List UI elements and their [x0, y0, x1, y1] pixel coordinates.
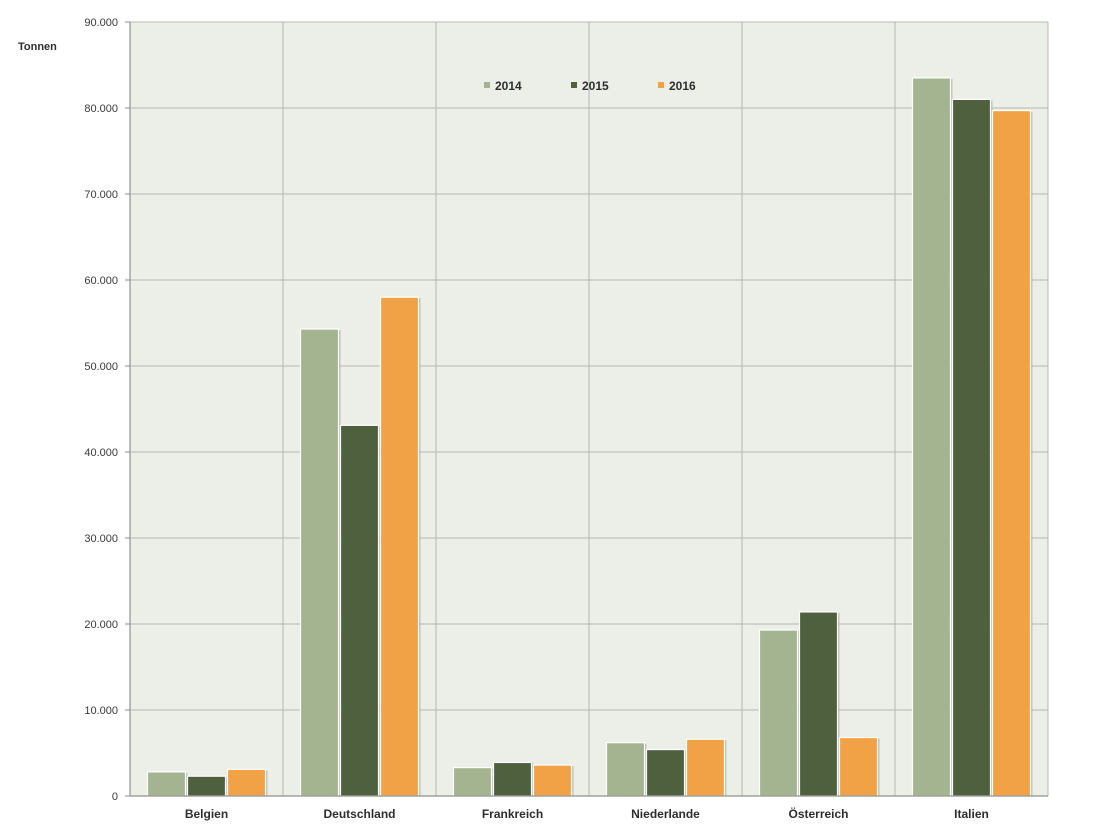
y-tick-label: 40.000	[84, 447, 118, 459]
bar-italien-2014	[911, 77, 952, 797]
bar-niederlande-2014	[605, 742, 646, 797]
x-tick-label: Belgien	[185, 807, 228, 821]
legend-swatch-2014	[484, 82, 490, 88]
bar-frankreich-2015	[492, 761, 533, 797]
x-tick-label: Italien	[954, 807, 989, 821]
bar-österreich-2016	[838, 736, 879, 797]
y-tick-label: 60.000	[84, 275, 118, 287]
bar-belgien-2016	[226, 768, 267, 797]
x-tick-label: Österreich	[788, 806, 848, 821]
x-tick-label: Frankreich	[482, 807, 543, 821]
legend-label-2016: 2016	[669, 79, 696, 93]
bar-österreich-2015	[798, 611, 839, 797]
bar-österreich-2014	[758, 629, 799, 797]
y-tick-label: 70.000	[84, 189, 118, 201]
x-tick-label: Niederlande	[631, 807, 700, 821]
legend-swatch-2015	[571, 82, 577, 88]
y-tick-label: 10.000	[84, 705, 118, 717]
bar-niederlande-2016	[685, 738, 726, 797]
y-tick-label: 20.000	[84, 619, 118, 631]
bar-niederlande-2015	[645, 748, 686, 797]
bar-frankreich-2014	[452, 767, 493, 797]
y-tick-label: 50.000	[84, 361, 118, 373]
bar-belgien-2014	[146, 771, 187, 797]
x-tick-label: Deutschland	[323, 807, 395, 821]
y-tick-label: 30.000	[84, 533, 118, 545]
bar-frankreich-2016	[532, 764, 573, 797]
y-tick-label: 0	[112, 791, 118, 803]
bar-italien-2016	[991, 109, 1032, 797]
y-tick-label: 90.000	[84, 17, 118, 29]
legend-label-2014: 2014	[495, 79, 522, 93]
bar-deutschland-2015	[339, 424, 380, 797]
bar-italien-2015	[951, 98, 992, 797]
y-tick-label: 80.000	[84, 103, 118, 115]
bar-deutschland-2016	[379, 296, 420, 797]
legend-swatch-2016	[658, 82, 664, 88]
bar-belgien-2015	[186, 775, 227, 797]
bar-deutschland-2014	[299, 328, 340, 797]
legend-label-2015: 2015	[582, 79, 609, 93]
y-axis-label: Tonnen	[18, 41, 57, 53]
